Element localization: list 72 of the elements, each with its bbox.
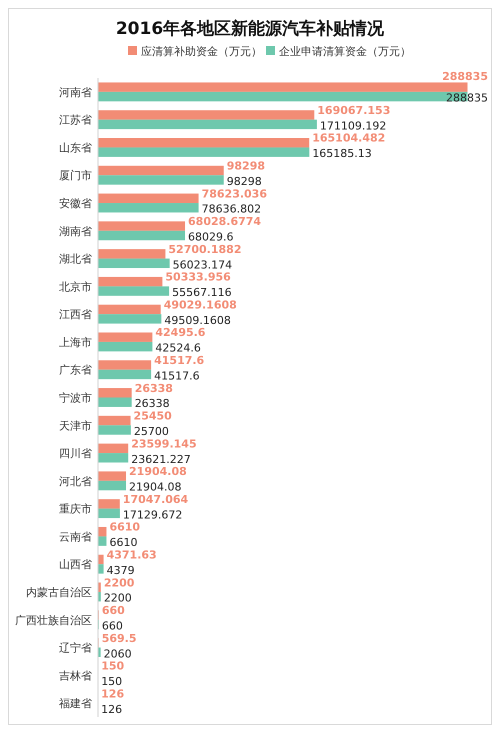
data-label: 165185.13 [312, 147, 372, 160]
y-tick-label: 江苏省 [59, 114, 92, 127]
y-tick-label: 天津市 [59, 419, 92, 432]
data-label: 98298 [226, 174, 262, 188]
data-label: 288835 [446, 92, 488, 105]
data-label: 98298 [226, 160, 266, 173]
data-label: 660 [102, 604, 126, 618]
y-tick-label: 湖南省 [59, 224, 92, 238]
legend-label: 应清算补助资金（万元） [141, 45, 262, 58]
data-label: 23621.227 [131, 452, 191, 466]
data-label: 569.5 [102, 632, 137, 645]
data-label: 126 [101, 702, 122, 716]
data-label: 2200 [104, 592, 132, 605]
data-label: 78623.036 [202, 187, 268, 200]
data-label: 126 [101, 687, 124, 700]
data-label: 42495.6 [155, 326, 206, 340]
y-tick-label: 江西省 [59, 308, 92, 322]
y-tick-label: 广东省 [59, 364, 92, 377]
data-label: 25450 [134, 410, 172, 423]
data-label: 6610 [109, 536, 138, 550]
data-label: 52700.1882 [168, 242, 242, 256]
y-tick-label: 吉林省 [59, 669, 92, 682]
data-label: 41517.6 [154, 354, 205, 367]
y-tick-label: 厦门市 [59, 169, 92, 182]
data-label: 26338 [134, 382, 173, 395]
data-label: 56023.174 [172, 258, 232, 272]
y-tick-label: 云南省 [59, 530, 92, 544]
data-label: 26338 [134, 397, 170, 410]
data-label: 42524.6 [155, 342, 201, 355]
y-tick-label: 重庆市 [59, 502, 92, 516]
data-label: 660 [102, 619, 123, 632]
data-label: 17047.064 [122, 492, 189, 506]
y-tick-label: 山西省 [59, 558, 92, 572]
data-label: 4371.63 [106, 548, 157, 562]
data-label: 17129.672 [122, 508, 182, 522]
y-tick-label: 北京市 [59, 280, 92, 294]
y-tick-label: 内蒙古自治区 [26, 586, 92, 599]
data-label: 68029.6 [188, 230, 234, 244]
data-label: 2200 [104, 576, 135, 590]
data-label: 21904.08 [129, 480, 182, 494]
data-label: 150 [101, 660, 124, 673]
data-label: 49509.1608 [164, 314, 231, 327]
data-label: 21904.08 [129, 465, 187, 478]
y-tick-label: 山东省 [59, 141, 92, 154]
y-tick-label: 河北省 [59, 474, 92, 488]
y-tick-label: 福建省 [59, 697, 92, 710]
data-label: 50333.956 [165, 270, 232, 284]
data-label: 41517.6 [154, 369, 200, 382]
data-label: 171109.192 [320, 119, 386, 132]
data-label: 78636.802 [202, 202, 262, 216]
y-tick-label: 宁波市 [59, 392, 92, 404]
y-tick-label: 河南省 [59, 86, 92, 99]
legend-label: 企业申请清算资金（万元） [279, 45, 411, 58]
data-label: 55567.116 [172, 286, 232, 300]
y-tick-label: 安徽省 [59, 197, 92, 210]
y-tick-label: 上海市 [59, 336, 92, 349]
data-label: 4379 [106, 564, 135, 577]
data-label: 68028.6774 [188, 215, 262, 228]
data-label: 6610 [109, 520, 140, 534]
data-label: 25700 [134, 425, 169, 438]
data-label: 49029.1608 [164, 298, 237, 312]
chart-title: 2016年各地区新能源汽车补贴情况 [116, 19, 386, 39]
data-label: 169067.153 [317, 104, 390, 117]
data-label: 288835 [442, 70, 488, 84]
y-tick-label: 辽宁省 [59, 642, 92, 655]
data-label: 2060 [104, 647, 132, 660]
data-label: 165104.482 [312, 132, 386, 145]
y-tick-label: 广西壮族自治区 [15, 614, 92, 627]
data-label: 150 [101, 675, 122, 688]
y-tick-label: 四川省 [59, 447, 92, 460]
data-label: 23599.145 [131, 437, 197, 450]
y-tick-label: 湖北省 [59, 252, 92, 266]
